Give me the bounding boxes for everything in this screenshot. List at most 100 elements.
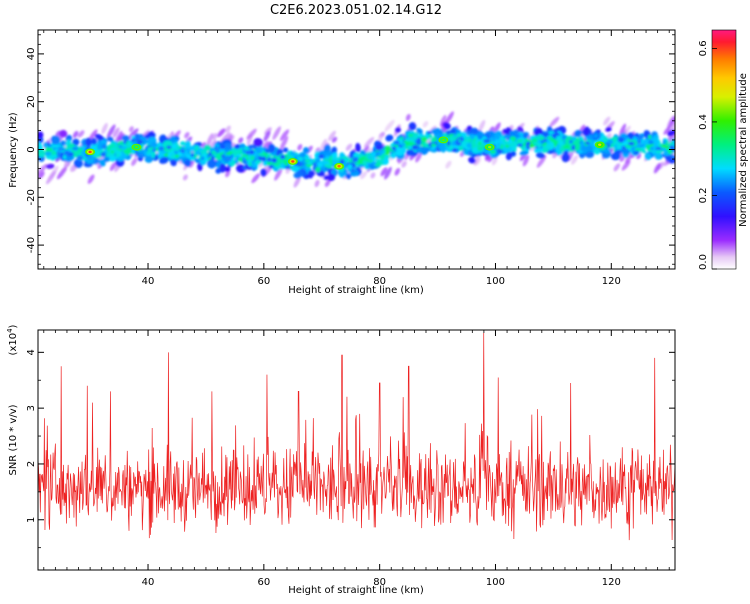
heatmap-cell: [293, 176, 301, 188]
snr-xlabel: Height of straight line (km): [288, 585, 424, 596]
heatmap-cell: [477, 141, 482, 146]
heatmap-cell: [213, 146, 219, 151]
heatmap-cell: [372, 156, 377, 162]
heatmap-cell: [147, 131, 155, 138]
x-tick-label: 100: [486, 577, 505, 588]
heatmap-cell: [526, 145, 531, 150]
heatmap-cell: [405, 113, 411, 121]
colorbar-frame: [711, 29, 737, 270]
x-tick-label: 60: [257, 577, 270, 588]
heatmap-cell: [507, 139, 513, 143]
heatmap-cell: [225, 125, 231, 133]
heatmap-cell: [64, 150, 70, 155]
heatmap-cell: [443, 122, 451, 130]
heatmap-cell: [536, 155, 547, 168]
heatmap-cell: [370, 172, 376, 179]
heatmap-cell: [285, 165, 291, 170]
heatmap-cell: [594, 148, 601, 155]
heatmap-axes: 40 60 80 100 120 -40 -20 0 20 40: [26, 30, 675, 287]
heatmap-cell: [408, 122, 417, 131]
heatmap-cell: [126, 142, 133, 147]
heatmap-cell: [394, 167, 401, 176]
heatmap-cell: [80, 150, 87, 156]
heatmap-cell: [56, 150, 60, 155]
heatmap-cell: [383, 156, 390, 165]
heatmap-cell: [134, 149, 138, 155]
heatmap-cell: [569, 139, 573, 144]
heatmap-cell: [272, 126, 281, 140]
heatmap-cell: [379, 154, 386, 160]
heatmap-cell: [524, 138, 530, 143]
heatmap-cell: [669, 129, 675, 143]
colorbar-tick-label: 0.4: [698, 114, 709, 130]
heatmap-cell: [517, 143, 523, 147]
heatmap-cell: [128, 126, 134, 133]
heatmap-cell: [459, 136, 464, 142]
heatmap-cell: [605, 126, 612, 132]
heatmap-cell: [238, 137, 244, 144]
heatmap-cell: [325, 150, 332, 157]
heatmap-cell: [384, 119, 395, 132]
heatmap-cell: [345, 143, 353, 151]
heatmap-cell: [274, 167, 283, 181]
heatmap-cell: [548, 130, 555, 135]
heatmap-cell: [116, 130, 123, 145]
heatmap-cell: [555, 135, 562, 142]
colorbar-ticks: 0.0 0.2 0.4 0.6: [698, 40, 717, 270]
heatmap-cell: [612, 136, 617, 142]
y-tick-label: 20: [26, 95, 37, 108]
heatmap-cell: [535, 152, 546, 159]
heatmap-cell: [502, 128, 512, 136]
heatmap-cell: [87, 174, 95, 184]
x-tick-label: 100: [486, 276, 505, 287]
x-tick-label: 80: [373, 577, 386, 588]
heatmap-cell: [72, 146, 79, 151]
heatmap-cell: [246, 128, 257, 140]
heatmap-cell: [279, 136, 289, 151]
heatmap-cell: [519, 150, 529, 156]
heatmap-cell: [667, 115, 675, 129]
heatmap-cell: [585, 151, 595, 159]
heatmap-panel: 40 60 80 100 120 -40 -20 0 20 40 Height of straig…: [8, 29, 676, 296]
heatmap-cell: [245, 157, 250, 161]
y-tick-label: -20: [26, 189, 37, 205]
heatmap-cell: [467, 151, 474, 157]
heatmap-peak-3: [598, 143, 602, 146]
heatmap-cell: [624, 141, 630, 145]
heatmap-cell: [535, 135, 541, 141]
heatmap-cell: [304, 159, 311, 163]
heatmap-cell: [613, 163, 621, 172]
heatmap-cell: [430, 143, 437, 147]
heatmap-cell: [545, 144, 552, 149]
heatmap-cell: [284, 161, 288, 166]
heatmap-cell: [91, 137, 97, 145]
heatmap-peak-1: [291, 160, 295, 163]
heatmap-cell: [101, 122, 108, 135]
heatmap-cell: [395, 146, 403, 156]
heatmap-cell: [72, 138, 80, 146]
heatmap-cell: [617, 136, 625, 143]
heatmap-cell: [219, 163, 226, 173]
heatmap-cell: [603, 136, 608, 143]
heatmap-cell: [65, 147, 69, 151]
heatmap-cell: [362, 159, 367, 166]
heatmap-cell: [588, 134, 593, 141]
heatmap-cell: [46, 142, 51, 147]
heatmap-cell: [469, 127, 479, 136]
heatmap-cell: [158, 146, 165, 151]
heatmap-peaks: [85, 136, 605, 170]
heatmap-cell: [239, 143, 246, 149]
heatmap-cell: [106, 136, 114, 142]
heatmap-cell: [505, 152, 513, 161]
heatmap-cell: [211, 150, 217, 155]
heatmap-cell: [449, 135, 455, 142]
heatmap-cell: [297, 144, 303, 151]
colorbar: 0.0 0.2 0.4 0.6 Normalized spectral amplitu…: [698, 29, 749, 270]
heatmap-cell: [62, 154, 67, 160]
heatmap-cell: [590, 139, 595, 145]
heatmap-cell: [661, 147, 667, 152]
heatmap-cell: [655, 149, 662, 154]
heatmap-cell: [405, 138, 410, 142]
heatmap-cell: [189, 145, 196, 152]
